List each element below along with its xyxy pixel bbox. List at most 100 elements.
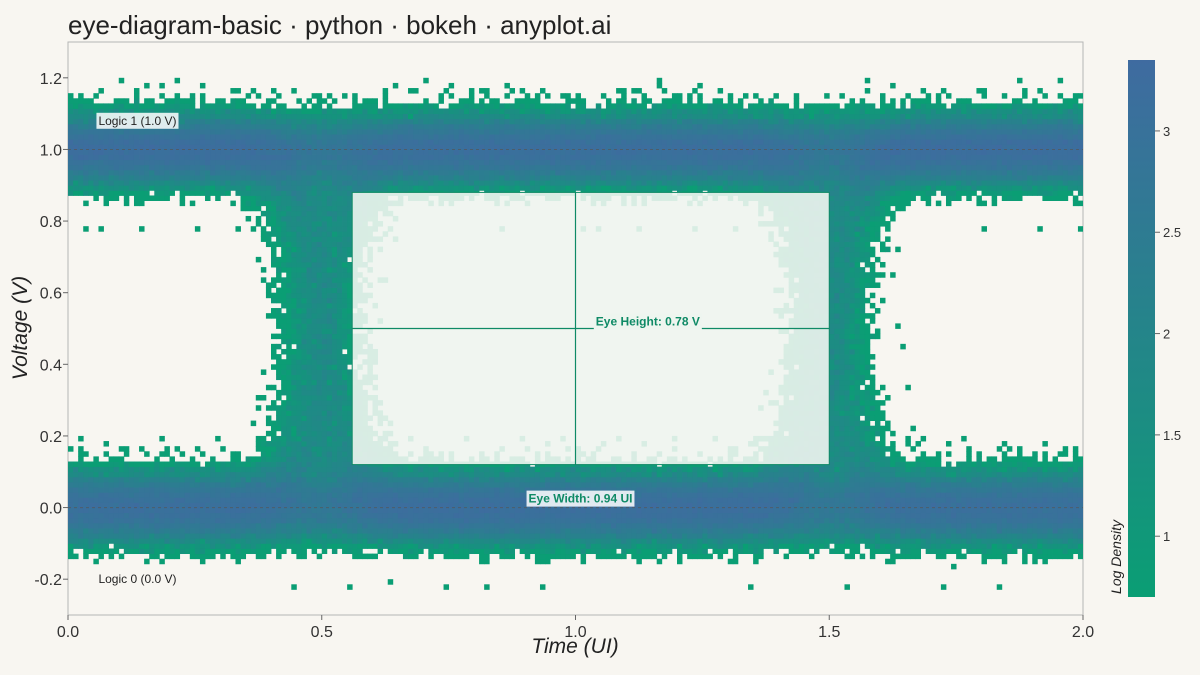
density-cell — [935, 487, 942, 493]
density-cell — [915, 497, 921, 503]
density-cell — [149, 487, 155, 493]
density-cell — [281, 502, 287, 508]
density-cell — [88, 543, 94, 549]
density-cell — [687, 471, 693, 478]
density-cell — [646, 528, 653, 534]
density-cell — [722, 517, 729, 524]
density-cell — [991, 517, 998, 524]
density-cell — [742, 548, 749, 555]
density-cell — [910, 517, 916, 524]
density-cell — [545, 471, 551, 478]
density-cell — [220, 497, 226, 503]
density-cell — [545, 517, 551, 524]
density-cell — [555, 487, 561, 493]
density-cell — [235, 538, 241, 544]
density-cell — [920, 507, 927, 514]
density-cell — [154, 466, 160, 473]
density-cell — [626, 466, 632, 473]
density-cell — [844, 502, 850, 508]
density-cell — [194, 522, 201, 529]
density-cell — [509, 553, 516, 560]
density-cell — [194, 512, 201, 519]
density-cell — [1057, 528, 1064, 534]
density-cell — [301, 466, 307, 473]
density-cell — [961, 533, 967, 539]
density-cell — [78, 476, 84, 483]
density-cell — [1022, 512, 1028, 519]
density-cell — [864, 420, 871, 427]
density-cell — [778, 487, 784, 493]
density-cell — [159, 533, 165, 539]
density-cell — [179, 451, 186, 457]
density-cell — [265, 492, 272, 498]
density-cell — [281, 415, 287, 421]
density-cell — [742, 466, 749, 473]
density-cell — [311, 441, 318, 447]
density-cell — [1077, 543, 1083, 549]
density-cell — [1017, 446, 1023, 452]
density-cell — [408, 512, 414, 519]
density-cell — [844, 471, 850, 478]
density-cell — [128, 507, 135, 514]
density-cell — [93, 461, 99, 468]
density-cell — [671, 512, 678, 519]
density-cell — [265, 430, 272, 437]
density-cell — [945, 502, 952, 508]
density-cell — [545, 538, 551, 544]
density-cell — [895, 517, 901, 524]
density-cell — [844, 456, 850, 462]
density-cell — [423, 466, 429, 473]
density-cell — [702, 502, 708, 508]
density-cell — [600, 481, 607, 488]
density-cell — [347, 584, 353, 590]
density-cell — [276, 481, 282, 488]
density-cell — [1022, 456, 1028, 462]
density-cell — [225, 533, 231, 539]
density-cell — [326, 410, 333, 416]
density-cell — [139, 446, 145, 452]
density-cell — [814, 538, 820, 544]
density-cell — [1027, 461, 1033, 468]
density-cell — [1032, 517, 1038, 524]
density-cell — [682, 497, 688, 503]
density-cell — [707, 481, 713, 488]
density-cell — [844, 481, 850, 488]
density-cell — [98, 553, 104, 560]
density-cell — [895, 492, 901, 498]
density-cell — [245, 548, 252, 555]
density-cell — [260, 548, 267, 555]
density-cell — [945, 481, 952, 488]
density-cell — [727, 528, 734, 534]
density-cell — [971, 522, 977, 529]
density-cell — [793, 543, 800, 549]
density-cell — [910, 487, 916, 493]
density-cell — [996, 461, 1003, 468]
density-cell — [859, 461, 866, 468]
density-cell — [1042, 487, 1048, 493]
density-cell — [93, 466, 99, 473]
density-cell — [580, 538, 587, 544]
density-cell — [844, 441, 850, 447]
density-cell — [905, 517, 911, 524]
density-cell — [976, 461, 982, 468]
density-cell — [935, 466, 942, 473]
density-cell — [849, 333, 856, 340]
density-cell — [900, 502, 906, 508]
density-cell — [433, 471, 439, 478]
density-cell — [291, 543, 297, 549]
density-cell — [468, 481, 475, 488]
density-cell — [895, 451, 901, 457]
density-cell — [915, 517, 921, 524]
density-cell — [976, 487, 982, 493]
density-cell — [413, 548, 419, 555]
density-cell — [1027, 487, 1033, 493]
density-cell — [316, 517, 323, 524]
density-cell — [854, 492, 861, 498]
density-cell — [281, 517, 287, 524]
density-cell — [468, 487, 475, 493]
density-cell — [509, 548, 516, 555]
density-cell — [722, 476, 729, 483]
density-cell — [925, 476, 932, 483]
density-cell — [915, 441, 921, 447]
density-cell — [981, 461, 987, 468]
